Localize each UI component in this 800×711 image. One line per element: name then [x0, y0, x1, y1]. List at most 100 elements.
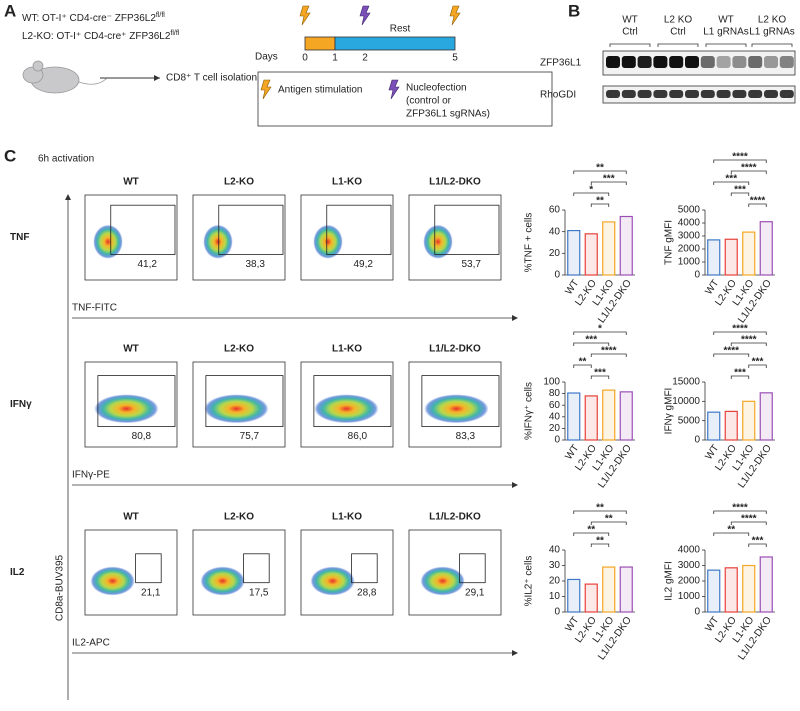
lane-header: L1 gRNAs: [703, 27, 749, 38]
significance-bracket: [590, 353, 627, 357]
bar: [707, 239, 721, 276]
significance-label: **: [727, 525, 735, 536]
significance-bracket: [590, 203, 610, 207]
x-axis-label: IFNγ-PE: [72, 470, 110, 481]
plot-title: L2-KO: [224, 177, 254, 188]
lane-header: L2 KO: [758, 15, 787, 26]
stim-icon: [449, 5, 461, 26]
panel-letter: A: [4, 1, 16, 20]
bar: [567, 229, 581, 276]
day-label: 0: [302, 53, 308, 64]
bar: [602, 221, 616, 276]
timeline-rest: [334, 36, 456, 51]
legend-box: [257, 71, 553, 127]
gate: [135, 553, 162, 584]
significance-bracket: [713, 532, 750, 536]
y-tick-label: 5000: [678, 205, 701, 216]
nucleofection-icon: [359, 5, 371, 26]
density: [94, 394, 159, 424]
plot-title: L1/L2-DKO: [429, 177, 481, 188]
gate-value: 29,1: [465, 587, 485, 598]
mouse-icon: [22, 60, 108, 94]
significance-bracket: [590, 521, 627, 525]
bar: [584, 395, 598, 441]
arrow-head: [154, 75, 160, 81]
y-axis-label: %TNF + cells: [524, 213, 535, 273]
significance-label: ****: [741, 335, 757, 346]
gate: [351, 553, 378, 584]
stim-icon: [299, 5, 311, 26]
bar: [619, 215, 633, 276]
gate-value: 28,8: [357, 587, 377, 598]
legend-label: Nucleofection: [406, 83, 467, 94]
gate: [313, 375, 392, 428]
significance-label: **: [587, 525, 595, 536]
gate-value: 38,3: [245, 259, 265, 270]
significance-bracket: [713, 510, 767, 514]
y-tick-label: 10000: [672, 396, 700, 407]
y-tick-label: 15000: [672, 377, 700, 388]
significance-label: ***: [752, 357, 764, 368]
significance-label: ***: [752, 536, 764, 547]
y-tick-label: 40: [549, 411, 561, 422]
significance-label: ***: [725, 174, 737, 185]
panel-letter: C: [4, 146, 16, 165]
arrow-head: [65, 194, 71, 200]
significance-label: ****: [732, 152, 748, 163]
significance-bracket: [730, 170, 767, 174]
gate: [421, 375, 500, 428]
y-tick-label: 1000: [678, 257, 701, 268]
blot-band: [637, 56, 652, 68]
plot-title: WT: [123, 512, 139, 523]
bar: [707, 411, 721, 441]
gate-value: 80,8: [132, 431, 152, 442]
plot-title: L1-KO: [332, 344, 362, 355]
blot-band: [732, 90, 747, 98]
bar: [584, 583, 598, 613]
significance-label: ****: [741, 163, 757, 174]
gate-value: 21,1: [141, 587, 161, 598]
legend-label: ZFP36L1 sgRNAs): [406, 109, 490, 120]
blot-band: [637, 90, 652, 98]
blot-band: [621, 56, 636, 68]
arrow-head: [512, 482, 518, 488]
lane-bracket: [657, 43, 699, 47]
y-tick-label: 0: [554, 435, 560, 446]
day-label: 1: [332, 53, 338, 64]
y-tick-label: 80: [549, 388, 561, 399]
plot-title: L2-KO: [224, 344, 254, 355]
day-label: 5: [452, 53, 458, 64]
plot-title: WT: [123, 177, 139, 188]
y-tick-label: 10: [549, 591, 561, 602]
x-axis-label: IL2-APC: [72, 638, 110, 649]
stim-icon: [260, 79, 272, 100]
x-axis-label: TNF-FITC: [72, 303, 117, 314]
rest-label: Rest: [390, 24, 411, 35]
y-tick-label: 5000: [678, 415, 701, 426]
significance-bracket: [730, 342, 767, 346]
density: [424, 394, 489, 424]
significance-label: ***: [734, 185, 746, 196]
bar: [724, 567, 738, 613]
legend-label: (control or: [406, 96, 452, 107]
y-tick-label: 0: [694, 435, 700, 446]
bar: [584, 233, 598, 276]
gate: [459, 553, 486, 584]
significance-label: ***: [734, 368, 746, 379]
y-tick-label: 4000: [678, 545, 701, 556]
y-tick-label: 0: [694, 607, 700, 618]
legend-label: Antigen stimulation: [278, 85, 363, 96]
gate: [97, 375, 176, 428]
significance-label: ****: [723, 346, 739, 357]
significance-label: **: [596, 536, 604, 547]
blot-band: [606, 90, 620, 98]
y-tick-label: 3000: [678, 231, 701, 242]
bar: [742, 564, 756, 613]
significance-bracket: [748, 543, 767, 547]
significance-bracket: [748, 364, 767, 368]
significance-bracket: [713, 331, 767, 335]
blot-band: [653, 90, 668, 98]
blot-band: [716, 90, 731, 98]
significance-bracket: [573, 192, 610, 196]
